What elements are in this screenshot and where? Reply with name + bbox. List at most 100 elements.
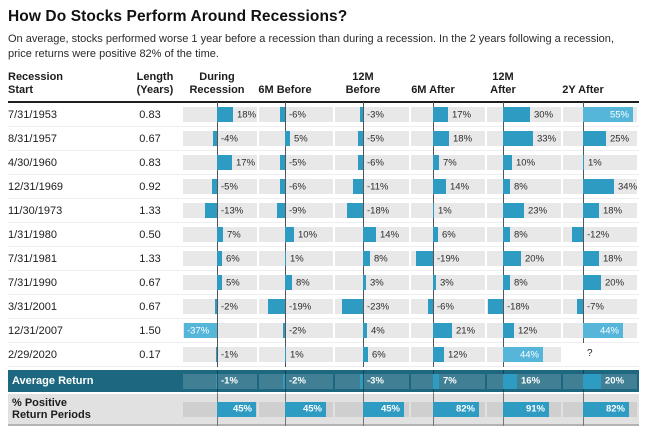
bar-track: -5% bbox=[259, 150, 333, 176]
bar-cell: 18% bbox=[182, 102, 258, 128]
bar-track: 5% bbox=[183, 270, 257, 296]
bar-cell: 6% bbox=[410, 222, 486, 248]
bar-cell: -23% bbox=[334, 294, 410, 320]
bar-cell: 10% bbox=[258, 222, 334, 248]
value-bar bbox=[433, 203, 434, 219]
value-bar bbox=[217, 155, 232, 171]
value-bar bbox=[503, 347, 543, 363]
value-label: 3% bbox=[370, 277, 384, 289]
bar-cell: -9% bbox=[258, 198, 334, 224]
bar-cell: -3% bbox=[334, 369, 410, 393]
table-row: 7/31/1953 0.83 18% -6% -3% 17% 30% 55% bbox=[8, 102, 639, 128]
bar-track: 91% bbox=[487, 392, 561, 426]
value-label: 12% bbox=[518, 325, 538, 337]
bar-track: 14% bbox=[411, 174, 485, 200]
bar-cell: -2% bbox=[182, 294, 258, 320]
value-label: 8% bbox=[514, 277, 528, 289]
value-bar bbox=[280, 179, 285, 195]
bar-cell: -3% bbox=[334, 102, 410, 128]
bar-cell: 21% bbox=[410, 318, 486, 344]
bar-track: 3% bbox=[411, 270, 485, 296]
value-bar bbox=[583, 179, 614, 195]
value-bar bbox=[583, 323, 623, 339]
bar-track: -18% bbox=[487, 294, 561, 320]
table-header-row: Recession Start Length (Years) During Re… bbox=[8, 71, 639, 104]
value-bar bbox=[285, 251, 286, 267]
length-cell: 1.50 bbox=[139, 324, 161, 337]
value-label: 18% bbox=[603, 205, 623, 217]
bar-cell: 14% bbox=[410, 174, 486, 200]
table-row: 12/31/1969 0.92 -5% -6% -11% 14% 8% 34% bbox=[8, 174, 639, 200]
bar-track: 44% bbox=[563, 318, 637, 344]
bar-cell: 14% bbox=[334, 222, 410, 248]
value-label: -37% bbox=[187, 325, 210, 337]
bar-cell: -18% bbox=[486, 294, 562, 320]
value-bar bbox=[503, 107, 530, 123]
value-label: -6% bbox=[437, 301, 454, 313]
bar-cell: -5% bbox=[182, 174, 258, 200]
bar-track: 16% bbox=[487, 369, 561, 393]
bar-cell: -7% bbox=[562, 294, 638, 320]
value-label: -19% bbox=[437, 253, 460, 265]
bar-track: -6% bbox=[259, 102, 333, 128]
value-label: 7% bbox=[443, 375, 457, 387]
bar-cell: 6% bbox=[182, 246, 258, 272]
bar-track: 17% bbox=[183, 150, 257, 176]
bar-track: -6% bbox=[411, 294, 485, 320]
bar-cell: 17% bbox=[182, 150, 258, 176]
summary-row-pct-positive: % Positive Return Periods 45% 45% 45% 82% 91… bbox=[8, 392, 639, 427]
bar-cell: 8% bbox=[258, 270, 334, 296]
length-cell: 1.33 bbox=[139, 252, 161, 265]
bar-cell: 33% bbox=[486, 126, 562, 152]
bar-cell: 16% bbox=[486, 369, 562, 393]
value-label: 4% bbox=[371, 325, 385, 337]
bar-cell: 8% bbox=[486, 222, 562, 248]
value-bar bbox=[277, 203, 285, 219]
bar-cell: ? bbox=[562, 343, 638, 366]
col-header-during-recession: During Recession bbox=[189, 71, 245, 97]
bar-cell: 1% bbox=[562, 150, 638, 176]
value-bar bbox=[363, 251, 370, 267]
value-bar bbox=[428, 299, 433, 315]
value-bar bbox=[503, 251, 521, 267]
bar-track: 18% bbox=[411, 126, 485, 152]
value-label: -2% bbox=[289, 375, 306, 387]
value-label: -2% bbox=[221, 301, 238, 313]
table-row: 7/31/1990 0.67 5% 8% 3% 3% 8% 20% bbox=[8, 270, 639, 296]
bar-track: 3% bbox=[335, 270, 409, 296]
value-bar bbox=[503, 275, 510, 291]
bar-cell: 7% bbox=[410, 150, 486, 176]
value-bar bbox=[363, 275, 366, 291]
value-label: -1% bbox=[221, 375, 238, 387]
bar-track: -3% bbox=[335, 102, 409, 128]
value-label: 16% bbox=[521, 375, 541, 387]
table-row: 4/30/1960 0.83 17% -5% -6% 7% 10% 1% bbox=[8, 150, 639, 176]
bar-cell: 12% bbox=[486, 318, 562, 344]
bar-track: 5% bbox=[259, 126, 333, 152]
value-bar bbox=[433, 323, 452, 339]
table-row: 8/31/1957 0.67 -4% 5% -5% 18% 33% 25% bbox=[8, 126, 639, 152]
bar-cell: -2% bbox=[258, 369, 334, 393]
length-cell: 0.67 bbox=[139, 276, 161, 289]
bar-cell: 30% bbox=[486, 102, 562, 128]
value-label: -6% bbox=[289, 181, 306, 193]
recession-start-cell: 3/31/2001 bbox=[8, 300, 57, 313]
col-header-6m-after: 6M After bbox=[411, 84, 455, 97]
bar-cell: 20% bbox=[562, 369, 638, 393]
value-label: 45% bbox=[302, 403, 322, 415]
value-label: 20% bbox=[525, 253, 545, 265]
bar-cell: -18% bbox=[334, 198, 410, 224]
bar-cell: 91% bbox=[486, 392, 562, 426]
page-subtitle: On average, stocks performed worse 1 yea… bbox=[8, 33, 614, 60]
value-label: -18% bbox=[367, 205, 390, 217]
infographic: How Do Stocks Perform Around Recessions?… bbox=[8, 8, 639, 427]
value-label: 1% bbox=[290, 349, 304, 361]
value-bar bbox=[358, 131, 363, 147]
value-label: 6% bbox=[442, 229, 456, 241]
bar-track: 8% bbox=[487, 174, 561, 200]
value-bar bbox=[577, 299, 583, 315]
bar-track: 1% bbox=[259, 246, 333, 272]
value-bar bbox=[583, 107, 633, 123]
value-bar bbox=[285, 131, 290, 147]
bar-track: 55% bbox=[563, 102, 637, 128]
